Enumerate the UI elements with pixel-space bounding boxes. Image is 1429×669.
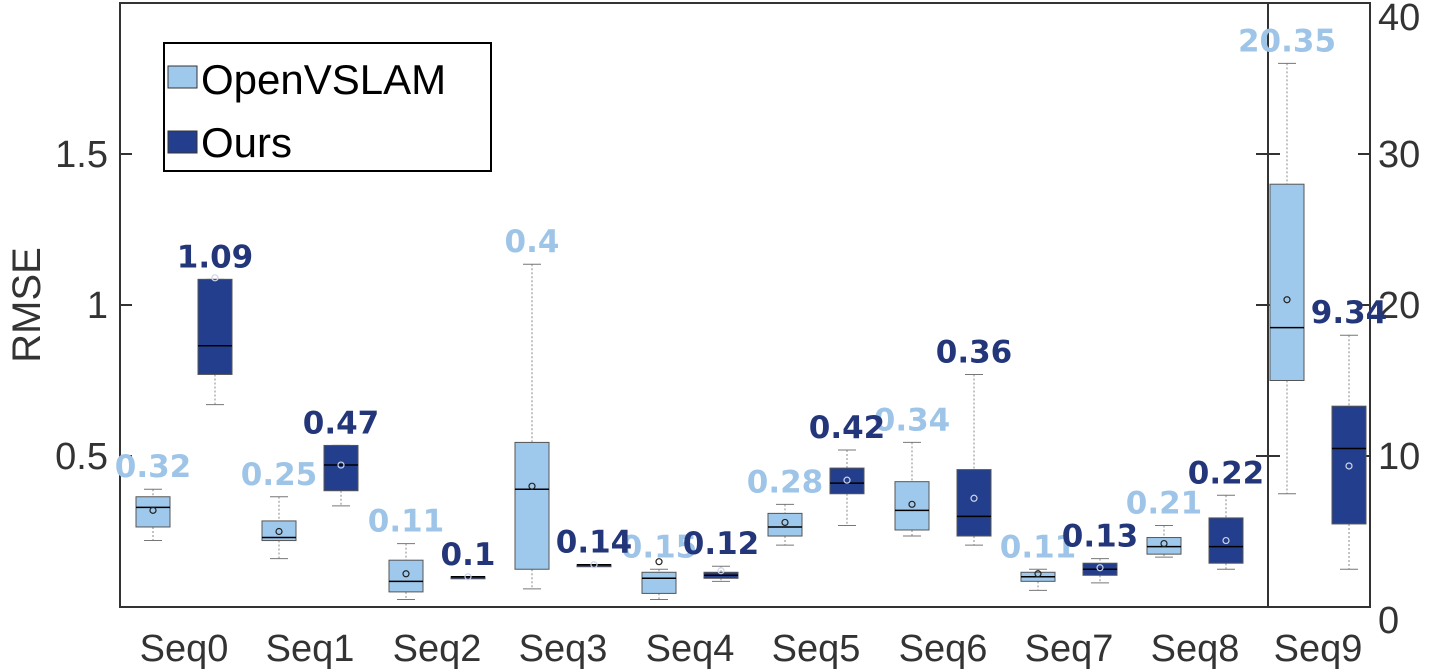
mean-label-ours: 1.09 [177,239,254,275]
legend-swatch-openvslam [167,65,198,89]
mean-marker [1096,564,1104,572]
x-tick-label: Seq7 [1025,628,1114,669]
right-tick-label: 0 [1378,600,1399,642]
legend-label-openvslam: OpenVSLAM [201,56,446,103]
box-openvslam [894,481,930,531]
mean-label-openvslam: 0.11 [1000,529,1077,565]
mean-marker [717,567,725,575]
legend: OpenVSLAM Ours [163,42,492,172]
x-tick-label: Seq6 [899,628,988,669]
mean-label-ours: 0.12 [683,526,760,562]
mean-marker [337,461,345,469]
x-tick-label: Seq9 [1274,628,1363,669]
mean-label-openvslam: 20.35 [1238,23,1336,59]
boxes-layer [135,62,1367,600]
y-axis-title: RMSE [5,247,49,363]
right-tick-label: 30 [1378,134,1420,176]
left-tick-label: 0.5 [55,436,108,478]
mean-marker [464,573,472,581]
mean-label-openvslam: 0.25 [241,457,318,493]
mean-marker [402,570,410,578]
mean-marker [908,500,916,508]
mean-label-openvslam: 0.21 [1126,485,1203,521]
mean-labels-layer: 0.32 0.25 0.11 0.4 0.15 0.28 0.34 0.11 0.21 20.35… [115,23,1388,572]
mean-label-ours: 0.22 [1188,455,1265,491]
box-openvslam [135,496,171,528]
mean-marker [1160,539,1168,548]
box-openvslam [1146,537,1182,555]
mean-marker [1283,296,1291,304]
box-openvslam [767,512,803,537]
mean-marker [211,274,219,282]
mean-label-openvslam: 0.15 [621,529,698,565]
axes-layer: 0.5 1 1.5 0 10 20 30 40 Seq0 Seq1 Seq2 Seq3 Seq4 Seq5… [55,0,1420,669]
mean-marker [590,561,598,569]
x-tick-label: Seq1 [266,628,355,669]
mean-label-ours: 0.14 [556,525,633,561]
mean-label-ours: 0.47 [303,405,380,441]
mean-label-ours: 0.13 [1062,519,1139,555]
legend-swatch-ours [167,130,198,154]
mean-label-openvslam: 0.4 [505,224,560,260]
mean-marker [1345,462,1353,470]
box-openvslam [1269,183,1305,381]
mean-marker [655,558,663,566]
left-tick-label: 1 [87,285,108,327]
mean-marker [1034,570,1042,578]
mean-label-ours: 0.36 [936,334,1013,370]
legend-frame [163,42,492,172]
mean-label-ours: 0.1 [441,537,496,573]
mean-label-openvslam: 0.11 [368,504,445,540]
x-tick-label: Seq3 [519,628,608,669]
right-tick-label: 20 [1378,285,1420,327]
mean-marker [275,527,283,536]
mean-marker [1222,536,1230,545]
box-ours [956,469,992,537]
mean-label-openvslam: 0.32 [115,449,192,485]
x-tick-label: Seq8 [1151,628,1240,669]
mean-marker [149,506,157,514]
right-tick-label: 10 [1378,436,1420,478]
mean-marker [528,482,536,490]
x-tick-label: Seq2 [393,628,482,669]
box-openvslam [641,571,677,594]
left-tick-label: 1.5 [55,134,108,176]
x-tick-label: Seq4 [646,628,735,669]
mean-marker [843,476,851,484]
box-ours [197,278,233,375]
mean-label-openvslam: 0.34 [874,402,951,438]
x-tick-label: Seq5 [772,628,861,669]
mean-label-ours: 9.34 [1311,295,1388,331]
mean-marker [970,494,978,502]
box-ours [1208,517,1244,564]
box-openvslam [261,520,297,542]
box-ours [1331,405,1367,525]
x-tick-label: Seq0 [140,628,229,669]
mean-marker [781,518,789,527]
mean-label-ours: 0.42 [809,410,886,446]
box-openvslam [514,441,550,570]
right-tick-label: 40 [1378,0,1420,39]
box-openvslam [388,559,424,593]
box-ours [829,467,865,495]
legend-label-ours: Ours [201,119,292,166]
mean-label-openvslam: 0.28 [747,464,824,500]
